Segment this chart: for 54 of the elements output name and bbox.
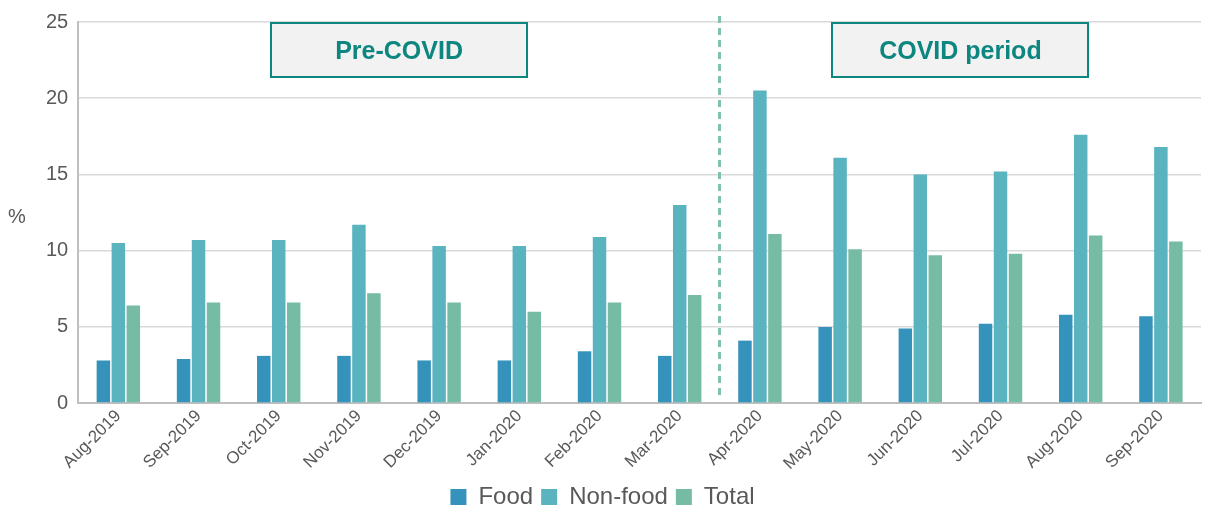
y-tick-label: 15 xyxy=(46,161,69,184)
bar xyxy=(206,302,221,403)
bar xyxy=(577,351,592,403)
bar xyxy=(607,302,622,403)
bar xyxy=(367,293,381,403)
bar xyxy=(417,360,431,403)
y-tick-label: 5 xyxy=(57,314,69,337)
bar xyxy=(753,90,767,403)
bar xyxy=(272,240,286,403)
bar xyxy=(1008,253,1023,403)
bar xyxy=(993,171,1008,403)
label-box: COVID period xyxy=(831,22,1090,78)
bar xyxy=(738,340,752,403)
bar xyxy=(658,355,672,403)
bar xyxy=(898,328,913,403)
y-tick-label: 0 xyxy=(57,390,69,413)
bar xyxy=(1073,134,1088,403)
bar xyxy=(592,236,607,403)
bar xyxy=(672,204,687,403)
bar xyxy=(512,246,527,403)
bar xyxy=(111,243,126,403)
bar xyxy=(286,302,301,403)
y-axis-title: % xyxy=(8,204,26,228)
bar xyxy=(96,360,111,403)
bar xyxy=(928,255,943,403)
bar xyxy=(126,305,141,403)
bar xyxy=(257,355,271,403)
bar xyxy=(1154,147,1168,403)
bar xyxy=(913,174,928,403)
y-tick-label: 20 xyxy=(46,85,69,108)
legend-label: Food xyxy=(478,481,534,509)
bar xyxy=(1139,316,1153,403)
y-tick-label: 25 xyxy=(46,9,69,32)
bar xyxy=(176,358,191,403)
bar xyxy=(337,355,351,403)
bar xyxy=(687,294,702,403)
bar xyxy=(447,302,461,403)
bar xyxy=(848,249,862,403)
bar xyxy=(1169,241,1183,403)
y-tick-label: 10 xyxy=(46,238,69,261)
label-box: Pre-COVID xyxy=(270,22,529,78)
legend-label: Non-food xyxy=(569,481,668,509)
bar xyxy=(432,246,446,403)
bar xyxy=(978,323,993,403)
bar xyxy=(191,240,206,403)
bar xyxy=(352,224,366,403)
legend-label: Total xyxy=(703,481,755,509)
bar xyxy=(497,360,512,403)
bar xyxy=(768,233,782,403)
bar xyxy=(833,157,847,403)
bar xyxy=(527,311,542,403)
bar xyxy=(818,326,832,403)
bar xyxy=(1088,235,1103,403)
bar xyxy=(1059,314,1073,403)
